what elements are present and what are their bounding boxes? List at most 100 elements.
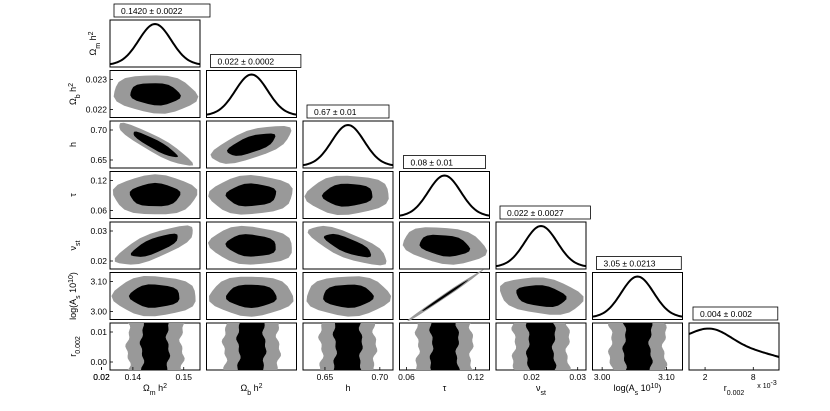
panel-5-6: 3.00 3.10 bbox=[592, 322, 683, 382]
y-tick-label: 0.70 bbox=[90, 125, 107, 135]
x-tick-label: 0.02 bbox=[523, 372, 540, 382]
y-axis-label-4: νst bbox=[68, 240, 82, 250]
x-tick-label: 3.10 bbox=[658, 372, 675, 382]
mean-sd-box bbox=[403, 155, 486, 169]
contour-68 bbox=[226, 133, 276, 156]
panel-1-5 bbox=[206, 272, 297, 320]
panel-6-6: 0.004 ± 0.002 2 8 bbox=[688, 306, 780, 382]
x-tick-label: 0.65 bbox=[317, 372, 334, 382]
marginal-curve-2 bbox=[302, 123, 394, 167]
panel-0-4: 0.03 0.02 bbox=[90, 221, 201, 270]
y-tick-label: 3.00 bbox=[90, 307, 107, 317]
x-axis-multiplier: x 10-3 bbox=[757, 380, 777, 391]
panel-4-5 bbox=[495, 272, 587, 320]
panel-2-5 bbox=[302, 272, 394, 320]
panel-frame bbox=[206, 70, 297, 118]
x-axis-label-2: h bbox=[345, 383, 350, 393]
x-tick-label: 2 bbox=[703, 372, 708, 382]
contour-68 bbox=[133, 131, 178, 158]
panel-3-3: 0.08 ± 0.01 bbox=[399, 155, 490, 219]
panel-2-6: 0.65 0.70 bbox=[302, 322, 394, 382]
mean-sd-label: 0.022 ± 0.0027 bbox=[507, 208, 564, 218]
contour-68 bbox=[225, 234, 276, 257]
contour-68 bbox=[422, 279, 469, 312]
mean-sd-label: 0.08 ± 0.01 bbox=[411, 158, 454, 168]
panel-1-6: 0.020.02 bbox=[93, 322, 297, 382]
panel-1-3 bbox=[206, 171, 297, 219]
contour-68 bbox=[321, 183, 373, 207]
x-tick-label: 0.15 bbox=[175, 372, 192, 382]
contour-68 bbox=[516, 285, 567, 307]
x-tick-label: 0.14 bbox=[125, 372, 142, 382]
x-tick-label: 8 bbox=[751, 372, 756, 382]
panel-4-6: 0.02 0.03 bbox=[495, 322, 587, 382]
panel-0-2: 0.70 0.65 bbox=[90, 120, 201, 169]
x-axis-label-1: Ωb h2 bbox=[240, 383, 262, 397]
mean-sd-box bbox=[499, 205, 591, 220]
contour-68 bbox=[236, 323, 267, 370]
panel-frame bbox=[399, 171, 490, 219]
panel-1-4 bbox=[206, 221, 297, 270]
marginal-curve-0 bbox=[109, 22, 201, 66]
panel-0-0: 0.1420 ± 0.0022 bbox=[109, 3, 211, 68]
x-tick-label: 0.02 bbox=[93, 372, 110, 382]
panel-0-5: 3.10 3.00 bbox=[90, 272, 201, 320]
mean-sd-box bbox=[596, 256, 682, 270]
y-tick-label: 0.00 bbox=[90, 357, 107, 367]
x-tick-label: 0.70 bbox=[372, 372, 389, 382]
y-axis-label-2: h bbox=[68, 142, 78, 147]
panel-3-4 bbox=[399, 221, 490, 270]
panel-3-6: 0.06 0.12 bbox=[398, 322, 490, 382]
mean-sd-box bbox=[692, 306, 779, 321]
y-tick-label: 0.01 bbox=[90, 327, 107, 337]
y-tick-label: 3.10 bbox=[90, 277, 107, 287]
panel-frame bbox=[399, 272, 490, 320]
contour-68 bbox=[129, 182, 181, 207]
marginal-curve-1 bbox=[206, 73, 297, 116]
contour-68 bbox=[130, 233, 178, 257]
panel-frame bbox=[688, 322, 780, 371]
panel-2-4 bbox=[302, 221, 394, 270]
x-axis-label-0: Ωm h2 bbox=[143, 383, 167, 397]
panel-frame bbox=[592, 272, 683, 320]
mean-sd-label: 0.1420 ± 0.0022 bbox=[121, 6, 183, 16]
contour-68 bbox=[419, 234, 471, 257]
panel-frame bbox=[109, 19, 201, 68]
x-tick-label: 3.00 bbox=[594, 372, 611, 382]
mean-sd-label: 3.05 ± 0.0213 bbox=[604, 259, 656, 269]
panel-0-3: 0.12 0.06 bbox=[90, 171, 201, 219]
panel-2-2: 0.67 ± 0.01 bbox=[302, 104, 394, 169]
contour-68 bbox=[225, 183, 277, 207]
panel-0-6: 0.14 0.15 0.01 0.00 bbox=[90, 322, 201, 382]
y-tick-label: 0.12 bbox=[90, 176, 107, 186]
panel-1-2 bbox=[206, 120, 297, 169]
y-tick-label: 0.03 bbox=[90, 226, 107, 236]
y-axis-label-5: log(As 1010) bbox=[68, 272, 82, 320]
y-tick-label: 0.65 bbox=[90, 155, 107, 165]
x-axis-label-5: log(As 1010) bbox=[614, 383, 662, 397]
mean-sd-box bbox=[306, 104, 390, 119]
mean-sd-label: 0.004 ± 0.002 bbox=[700, 309, 752, 319]
marginal-curve-4 bbox=[495, 224, 587, 268]
contour-68 bbox=[323, 284, 374, 308]
y-tick-label: 0.022 bbox=[86, 105, 108, 115]
x-tick-label: 0.06 bbox=[398, 372, 415, 382]
mean-sd-label: 0.67 ± 0.01 bbox=[314, 107, 357, 117]
panel-1-1: 0.022 ± 0.0002 bbox=[206, 54, 302, 118]
marginal-curve-6 bbox=[688, 327, 780, 358]
contour-68 bbox=[128, 284, 180, 308]
panel-frame bbox=[302, 120, 394, 169]
contour-68 bbox=[622, 323, 653, 370]
mean-sd-box bbox=[113, 3, 211, 18]
panel-frame bbox=[495, 221, 587, 270]
panel-0-1: 0.023 0.022 bbox=[86, 70, 201, 118]
mean-sd-label: 0.022 ± 0.0002 bbox=[218, 57, 275, 67]
x-axis-label-3: τ bbox=[443, 383, 447, 393]
contour-68 bbox=[429, 323, 460, 370]
y-tick-label: 0.023 bbox=[86, 75, 108, 85]
mean-sd-box bbox=[210, 54, 302, 68]
contour-68 bbox=[525, 323, 557, 370]
marginal-curve-5 bbox=[592, 275, 683, 318]
x-axis-label-6: r0.002 bbox=[724, 383, 745, 397]
